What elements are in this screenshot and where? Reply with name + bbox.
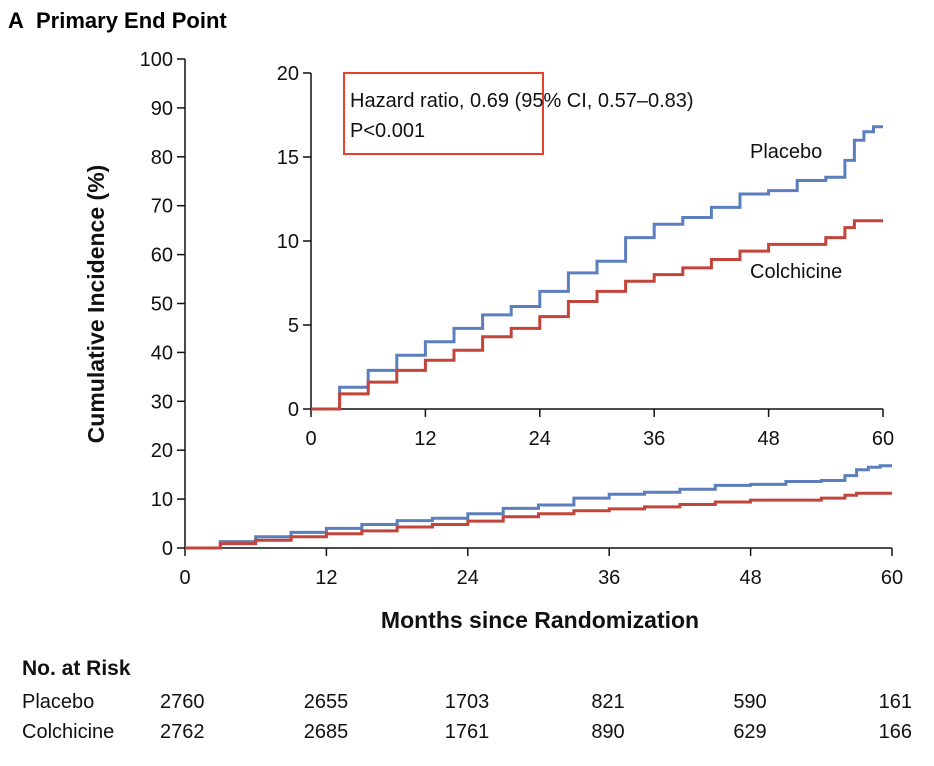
risk-value-colchicine: 2762 <box>160 721 205 743</box>
risk-value-placebo: 2760 <box>160 691 205 713</box>
panel-title: Primary End Point <box>36 8 227 33</box>
main-placebo-curve <box>185 464 892 550</box>
x-axis-title: Months since Randomization <box>381 607 699 633</box>
risk-table-title: No. at Risk <box>22 657 131 680</box>
main-x-tick-label: 12 <box>315 567 337 589</box>
inset-placebo-curve <box>311 125 883 411</box>
inset-x-tick-label: 24 <box>529 428 551 450</box>
risk-table-values: 2760 2655 1703 821 590 161 2762 2685 1761 890 629 1… <box>160 691 912 743</box>
risk-value-colchicine: 890 <box>591 721 624 743</box>
hazard-ratio-text: Hazard ratio, 0.69 (95% CI, 0.57–0.83) <box>350 90 694 112</box>
inset-y-tick-label: 5 <box>288 315 299 337</box>
inset-y-tick-label: 0 <box>288 399 299 421</box>
risk-row-label-placebo: Placebo <box>22 691 94 713</box>
inset-colchicine-curve <box>311 219 883 411</box>
risk-value-placebo: 821 <box>591 691 624 713</box>
panel-letter: A <box>8 8 24 33</box>
inset-y-tick-label: 10 <box>277 231 299 253</box>
main-y-tick-label: 10 <box>151 489 173 511</box>
risk-value-placebo: 1703 <box>445 691 490 713</box>
inset-x-tick-label: 12 <box>414 428 436 450</box>
main-y-tick-label: 100 <box>140 49 173 71</box>
risk-row-label-colchicine: Colchicine <box>22 721 114 743</box>
inset-plot-area: 0 5 10 15 20 0 12 24 36 48 60 <box>277 63 894 450</box>
colchicine-label: Colchicine <box>750 261 842 283</box>
inset-x-tick-label: 60 <box>872 428 894 450</box>
inset-y-tick-label: 20 <box>277 63 299 85</box>
risk-value-placebo: 2655 <box>304 691 349 713</box>
inset-y-tick-label: 15 <box>277 147 299 169</box>
main-y-tick-label: 30 <box>151 391 173 413</box>
main-x-tick-label: 24 <box>457 567 479 589</box>
main-x-tick-label: 0 <box>179 567 190 589</box>
main-y-tick-label: 50 <box>151 294 173 316</box>
p-value-text: P<0.001 <box>350 120 425 142</box>
main-x-tick-label: 60 <box>881 567 903 589</box>
main-y-tick-label: 20 <box>151 440 173 462</box>
risk-value-colchicine: 629 <box>733 721 766 743</box>
risk-value-placebo: 590 <box>733 691 766 713</box>
main-y-tick-label: 0 <box>162 538 173 560</box>
inset-x-tick-label: 36 <box>643 428 665 450</box>
hazard-ratio-box <box>343 72 544 155</box>
placebo-label: Placebo <box>750 141 822 163</box>
main-colchicine-curve <box>185 491 892 550</box>
main-y-tick-label: 90 <box>151 98 173 120</box>
y-axis-title: Cumulative Incidence (%) <box>83 165 109 444</box>
risk-value-colchicine: 2685 <box>304 721 349 743</box>
main-y-tick-label: 60 <box>151 245 173 267</box>
inset-x-tick-label: 0 <box>305 428 316 450</box>
main-y-tick-label: 70 <box>151 196 173 218</box>
main-x-tick-label: 48 <box>739 567 761 589</box>
inset-x-tick-label: 48 <box>757 428 779 450</box>
risk-value-colchicine: 166 <box>879 721 912 743</box>
main-x-tick-label: 36 <box>598 567 620 589</box>
main-y-tick-label: 80 <box>151 147 173 169</box>
main-y-tick-label: 40 <box>151 342 173 364</box>
risk-value-placebo: 161 <box>879 691 912 713</box>
risk-value-colchicine: 1761 <box>445 721 490 743</box>
